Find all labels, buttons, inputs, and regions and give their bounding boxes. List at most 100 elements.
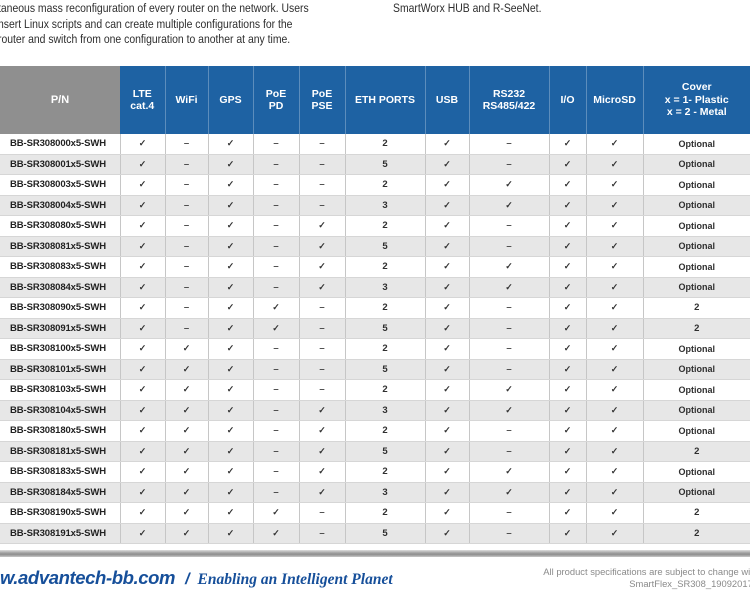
cell-gps: ✓	[208, 400, 254, 421]
cell-poe-pse: ✓	[299, 400, 346, 421]
cell-eth: 5	[345, 154, 426, 175]
cell-microsd: ✓	[586, 215, 644, 237]
cell-poe-pd: –	[253, 174, 300, 196]
cell-usb: ✓	[425, 338, 470, 360]
cell-rs232: –	[469, 441, 550, 462]
cell-gps: ✓	[208, 277, 254, 298]
header-row: P/N LTE cat.4 WiFi GPS PoE PD PoE PSE ETH PORT…	[0, 66, 750, 134]
cell-cover: Optional	[643, 461, 750, 483]
cell-eth: 3	[345, 195, 426, 216]
cell-cover: Optional	[643, 174, 750, 196]
cell-poe-pd: –	[253, 359, 300, 380]
cell-poe-pd: –	[253, 338, 300, 360]
cell-microsd: ✓	[586, 379, 644, 401]
cell-usb: ✓	[425, 215, 470, 237]
cell-microsd: ✓	[586, 134, 644, 155]
table-row: BB-SR308084x5-SWH ✓ – ✓ – ✓ 3 ✓ ✓ ✓ ✓ Optional	[0, 277, 750, 298]
cell-pn: BB-SR308090x5-SWH	[0, 297, 121, 319]
cell-rs232: ✓	[469, 379, 550, 401]
cell-microsd: ✓	[586, 318, 644, 339]
cell-poe-pd: –	[253, 277, 300, 298]
table-row: BB-SR308090x5-SWH ✓ – ✓ ✓ –2 ✓ – ✓ ✓ 2	[0, 297, 750, 319]
cell-poe-pse: ✓	[299, 461, 346, 483]
cell-microsd: ✓	[586, 400, 644, 421]
column-header-wifi: WiFi	[165, 66, 209, 134]
column-header-poe-pd: PoE PD	[253, 66, 300, 134]
cell-io: ✓	[549, 236, 587, 257]
cell-wifi: ✓	[165, 379, 209, 401]
cell-pn: BB-SR308190x5-SWH	[0, 502, 121, 524]
cell-pn: BB-SR308004x5-SWH	[0, 195, 121, 216]
table-row: BB-SR308080x5-SWH ✓ – ✓ – ✓ 2 ✓ – ✓ ✓ Optional	[0, 215, 750, 237]
cell-poe-pd: –	[253, 154, 300, 175]
cell-gps: ✓	[208, 461, 254, 483]
cell-rs232: –	[469, 523, 550, 544]
cell-microsd: ✓	[586, 174, 644, 196]
cell-usb: ✓	[425, 441, 470, 462]
cell-io: ✓	[549, 359, 587, 380]
cell-rs232: –	[469, 502, 550, 524]
cell-poe-pd: –	[253, 461, 300, 483]
cell-eth: 5	[345, 523, 426, 544]
table-row: BB-SR308081x5-SWH ✓ – ✓ – ✓ 5 ✓ – ✓ ✓ Optional	[0, 236, 750, 257]
cell-gps: ✓	[208, 297, 254, 319]
cell-microsd: ✓	[586, 420, 644, 442]
cell-usb: ✓	[425, 482, 470, 503]
cell-io: ✓	[549, 174, 587, 196]
cell-io: ✓	[549, 195, 587, 216]
cell-eth: 2	[345, 461, 426, 483]
cell-usb: ✓	[425, 174, 470, 196]
cell-poe-pse: ✓	[299, 441, 346, 462]
cell-wifi: –	[165, 256, 209, 278]
cell-wifi: ✓	[165, 338, 209, 360]
table-row: BB-SR308091x5-SWH ✓ – ✓ ✓ –5 ✓ – ✓ ✓ 2	[0, 318, 750, 339]
cell-microsd: ✓	[586, 502, 644, 524]
cell-pn: BB-SR308003x5-SWH	[0, 174, 121, 196]
cell-poe-pse: –	[299, 297, 346, 319]
cell-poe-pse: –	[299, 318, 346, 339]
table-row: BB-SR308180x5-SWH ✓ ✓ ✓ – ✓ 2 ✓ – ✓ ✓ Optional	[0, 420, 750, 442]
cell-usb: ✓	[425, 134, 470, 155]
cell-eth: 5	[345, 318, 426, 339]
intro-paragraph-left: taneous mass reconfiguration of every ro…	[0, 1, 309, 48]
cell-lte: ✓	[120, 134, 166, 155]
table-row: BB-SR308100x5-SWH ✓ ✓ ✓ – –2 ✓ – ✓ ✓ Optional	[0, 338, 750, 360]
cell-rs232: –	[469, 236, 550, 257]
cell-cover: Optional	[643, 420, 750, 442]
cell-eth: 3	[345, 482, 426, 503]
cell-pn: BB-SR308001x5-SWH	[0, 154, 121, 175]
cell-gps: ✓	[208, 338, 254, 360]
column-header-pn: P/N	[0, 66, 120, 134]
cell-microsd: ✓	[586, 256, 644, 278]
cell-io: ✓	[549, 277, 587, 298]
cell-lte: ✓	[120, 154, 166, 175]
cell-rs232: –	[469, 359, 550, 380]
cell-pn: BB-SR308104x5-SWH	[0, 400, 121, 421]
column-header-usb: USB	[425, 66, 470, 134]
cell-cover: Optional	[643, 400, 750, 421]
footer-separator-bar	[0, 550, 750, 557]
cell-eth: 2	[345, 502, 426, 524]
cell-eth: 5	[345, 236, 426, 257]
cell-microsd: ✓	[586, 338, 644, 360]
cell-gps: ✓	[208, 420, 254, 442]
cell-usb: ✓	[425, 523, 470, 544]
cell-pn: BB-SR308101x5-SWH	[0, 359, 121, 380]
column-header-eth: ETH PORTS	[345, 66, 426, 134]
cell-cover: Optional	[643, 256, 750, 278]
column-header-rs232: RS232 RS485/422	[469, 66, 550, 134]
cell-poe-pd: –	[253, 236, 300, 257]
cell-wifi: ✓	[165, 359, 209, 380]
website-url: w.advantech-bb.com	[0, 567, 176, 588]
cell-eth: 2	[345, 134, 426, 155]
cell-lte: ✓	[120, 441, 166, 462]
cell-eth: 3	[345, 400, 426, 421]
cell-eth: 5	[345, 359, 426, 380]
cell-io: ✓	[549, 256, 587, 278]
intro-line: router and switch from one configuration…	[0, 32, 291, 47]
cell-lte: ✓	[120, 174, 166, 196]
cell-wifi: –	[165, 154, 209, 175]
cell-cover: Optional	[643, 154, 750, 175]
cell-poe-pd: ✓	[253, 523, 300, 544]
cell-microsd: ✓	[586, 195, 644, 216]
